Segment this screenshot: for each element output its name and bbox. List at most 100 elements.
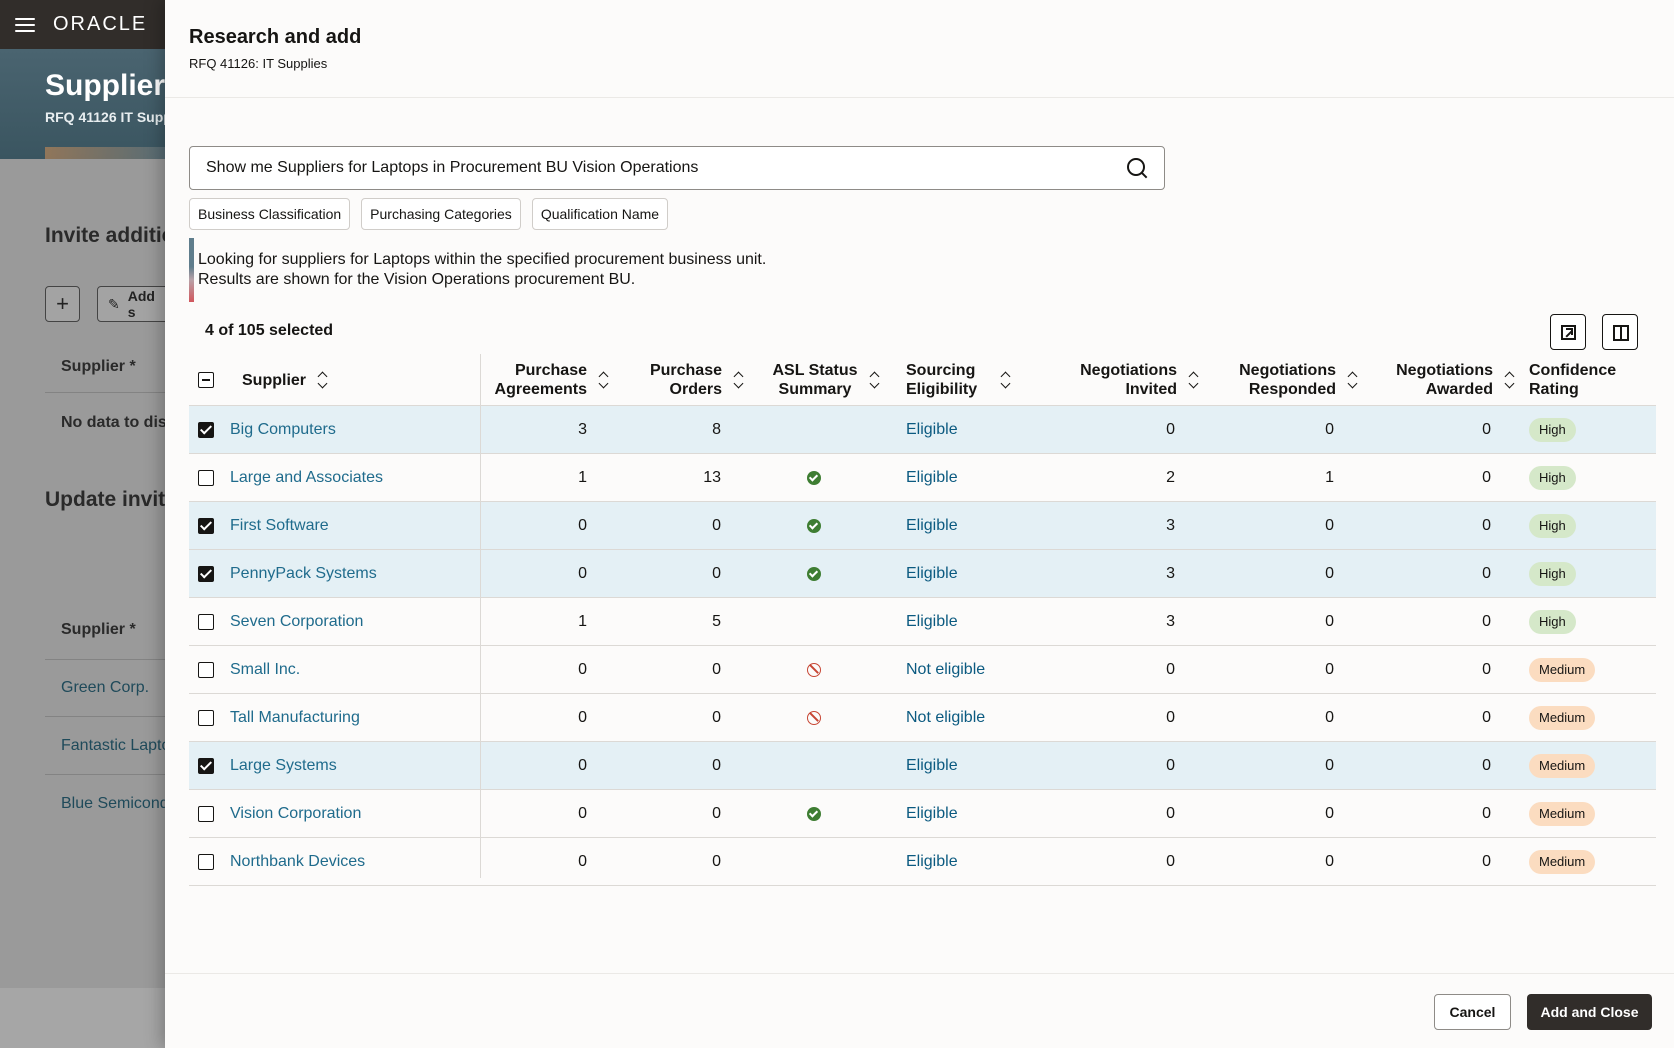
row-checkbox[interactable]: [198, 661, 214, 678]
sort-icon[interactable]: [599, 372, 609, 388]
table-row[interactable]: PennyPack Systems 0 0 Eligible 3 0 0 High: [189, 550, 1656, 598]
eligibility-link[interactable]: Eligible: [906, 420, 958, 438]
supplier-link[interactable]: Tall Manufacturing: [230, 708, 360, 726]
table-row[interactable]: Large Systems 0 0 Eligible 0 0 0 Medium: [189, 742, 1656, 790]
supplier-link[interactable]: First Software: [230, 516, 329, 534]
blocked-icon: [806, 710, 821, 725]
purchase-orders-cell: 8: [712, 420, 721, 438]
sort-icon[interactable]: [318, 372, 328, 388]
row-checkbox[interactable]: [198, 565, 214, 582]
eligibility-link[interactable]: Eligible: [906, 852, 958, 870]
purchase-agreements-cell: 0: [578, 516, 587, 534]
eligibility-link[interactable]: Not eligible: [906, 708, 986, 726]
table-body: Big Computers 3 8 Eligible 0 0 0 High Large and …: [189, 406, 1656, 886]
supplier-cell: PennyPack Systems: [230, 550, 470, 597]
sort-icon[interactable]: [1001, 372, 1011, 388]
row-checkbox[interactable]: [198, 853, 214, 870]
supplier-cell: Small Inc.: [230, 646, 470, 693]
eligibility-link[interactable]: Not eligible: [906, 660, 986, 678]
supplier-link[interactable]: Large Systems: [230, 756, 337, 774]
table-row[interactable]: Northbank Devices 0 0 Eligible 0 0 0 Medium: [189, 838, 1656, 886]
sort-icon[interactable]: [1348, 372, 1358, 388]
detach-button[interactable]: [1550, 314, 1586, 350]
col-negotiations-awarded[interactable]: Negotiations Awarded: [1359, 354, 1515, 406]
add-and-close-button[interactable]: Add and Close: [1527, 994, 1652, 1030]
row-checkbox[interactable]: [198, 517, 214, 534]
row-checkbox[interactable]: [198, 757, 214, 774]
sort-icon[interactable]: [1189, 372, 1199, 388]
chip-business-classification[interactable]: Business Classification: [189, 198, 351, 230]
bg-supplier-link[interactable]: Green Corp.: [61, 679, 150, 696]
add-row-button[interactable]: +: [45, 286, 80, 322]
table-row[interactable]: Large and Associates 1 13 Eligible 2 1 0 High: [189, 454, 1656, 502]
banner-decoration: [45, 147, 165, 159]
supplier-link[interactable]: Large and Associates: [230, 468, 383, 486]
table-row[interactable]: Tall Manufacturing 0 0 Not eligible 0 0 0 Mediu…: [189, 694, 1656, 742]
row-checkbox[interactable]: [198, 709, 214, 726]
sort-icon[interactable]: [870, 372, 880, 388]
table-row[interactable]: Vision Corporation 0 0 Eligible 0 0 0 Medium: [189, 790, 1656, 838]
supplier-search-input[interactable]: Show me Suppliers for Laptops in Procure…: [189, 146, 1165, 190]
asl-status-cell: [761, 742, 866, 789]
confidence-rating-cell: High: [1529, 454, 1649, 501]
supplier-link[interactable]: Big Computers: [230, 420, 336, 438]
rating-badge: High: [1529, 609, 1576, 634]
eligibility-link[interactable]: Eligible: [906, 804, 958, 822]
eligibility-link[interactable]: Eligible: [906, 564, 958, 582]
row-select-cell: [198, 838, 218, 885]
manage-columns-button[interactable]: [1602, 314, 1638, 350]
table-row[interactable]: Seven Corporation 1 5 Eligible 3 0 0 High: [189, 598, 1656, 646]
chip-qualification-name[interactable]: Qualification Name: [531, 198, 669, 230]
row-select-cell: [198, 406, 218, 453]
bg-supplier-link[interactable]: Blue Semicond: [61, 795, 169, 812]
bg-supplier-link[interactable]: Fantastic Lapto: [61, 737, 171, 754]
divider: [45, 392, 165, 393]
supplier-link[interactable]: Seven Corporation: [230, 612, 364, 630]
row-checkbox[interactable]: [198, 421, 214, 438]
ai-add-button[interactable]: ✎ Add s: [97, 286, 177, 322]
asl-status-cell: [761, 550, 866, 597]
row-checkbox[interactable]: [198, 613, 214, 630]
col-asl-status[interactable]: ASL Status Summary: [761, 354, 891, 406]
col-purchase-orders[interactable]: Purchase Orders: [629, 354, 744, 406]
supplier-link[interactable]: Northbank Devices: [230, 852, 366, 870]
eligibility-link[interactable]: Eligible: [906, 468, 958, 486]
search-icon[interactable]: [1126, 157, 1148, 179]
sort-icon[interactable]: [734, 372, 744, 388]
negotiations-invited-cell: 0: [1166, 420, 1175, 438]
supplier-link[interactable]: PennyPack Systems: [230, 564, 377, 582]
asl-status-cell: [761, 694, 866, 741]
select-all-checkbox[interactable]: [198, 372, 214, 388]
negotiations-awarded-cell: 0: [1482, 468, 1491, 486]
col-confidence-rating[interactable]: Confidence Rating: [1529, 362, 1617, 398]
eligibility-link[interactable]: Eligible: [906, 516, 958, 534]
table-row[interactable]: First Software 0 0 Eligible 3 0 0 High: [189, 502, 1656, 550]
search-query[interactable]: Show me Suppliers for Laptops in Procure…: [206, 159, 699, 176]
table-row[interactable]: Small Inc. 0 0 Not eligible 0 0 0 Medium: [189, 646, 1656, 694]
eligibility-link[interactable]: Eligible: [906, 756, 958, 774]
rating-badge: Medium: [1529, 801, 1596, 826]
sort-icon[interactable]: [1505, 372, 1515, 388]
negotiations-invited-cell: 0: [1166, 756, 1175, 774]
cancel-button[interactable]: Cancel: [1434, 994, 1511, 1030]
chip-purchasing-categories[interactable]: Purchasing Categories: [361, 198, 521, 230]
col-purchase-agreements[interactable]: Purchase Agreements: [489, 354, 609, 406]
supplier-link[interactable]: Small Inc.: [230, 660, 301, 678]
supplier-cell: Tall Manufacturing: [230, 694, 470, 741]
col-supplier[interactable]: Supplier: [242, 354, 328, 406]
purchase-orders-cell: 0: [712, 804, 721, 822]
supplier-link[interactable]: Vision Corporation: [230, 804, 362, 822]
info-line-1: Looking for suppliers for Laptops within…: [198, 251, 767, 268]
hamburger-icon[interactable]: [15, 17, 35, 32]
row-checkbox[interactable]: [198, 469, 214, 486]
col-sourcing-eligibility[interactable]: Sourcing Eligibility: [906, 354, 1026, 406]
sparkle-icon: ✎: [108, 295, 120, 312]
info-line-2: Results are shown for the Vision Operati…: [198, 271, 636, 288]
negotiations-awarded-cell: 0: [1482, 708, 1491, 726]
table-row[interactable]: Big Computers 3 8 Eligible 0 0 0 High: [189, 406, 1656, 454]
eligibility-link[interactable]: Eligible: [906, 612, 958, 630]
col-negotiations-responded[interactable]: Negotiations Responded: [1199, 354, 1358, 406]
col-negotiations-invited[interactable]: Negotiations Invited: [1039, 354, 1199, 406]
purchase-agreements-cell: 3: [578, 420, 587, 438]
row-checkbox[interactable]: [198, 805, 214, 822]
